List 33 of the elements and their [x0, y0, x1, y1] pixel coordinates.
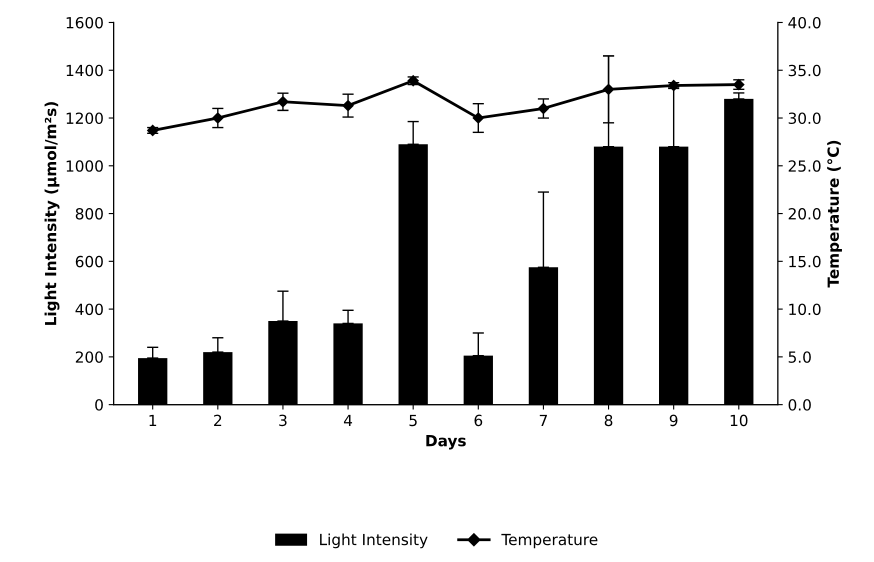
y2-tick-label: 20.0	[788, 208, 821, 220]
x-tick-label: 7	[540, 414, 547, 426]
y2-tick-label: 30.0	[788, 112, 821, 124]
y-tick-label: 1200	[66, 112, 103, 124]
y2-tick-label: 5.0	[788, 351, 811, 363]
x-tick-label: 10	[730, 414, 748, 426]
y2-tick-label: 10.0	[789, 304, 821, 316]
y2-tick-label: 0.0	[788, 399, 811, 411]
y-tick-label: 200	[76, 351, 103, 363]
y2-tick-label: 35.0	[788, 64, 821, 76]
legend-label: Temperature	[501, 534, 598, 548]
y2-tick-label: 40.0	[788, 16, 821, 28]
y-tick-label: 1600	[66, 16, 103, 28]
y-tick-label: 400	[75, 304, 103, 316]
x-tick-label: 2	[214, 414, 222, 426]
y-axis-title: Light Intensity (µmol/m²s)	[44, 102, 60, 325]
x-axis-title: Days	[426, 435, 466, 450]
x-tick-label: 5	[410, 414, 417, 426]
x-tick-label: 8	[604, 414, 612, 426]
y-tick-label: 1000	[66, 160, 103, 172]
x-tick-label: 3	[279, 414, 287, 426]
y-tick-label: 600	[76, 256, 103, 268]
x-tick-label: 4	[344, 414, 352, 426]
y2-axis-title: Temperature (°C)	[827, 140, 842, 288]
x-tick-label: 1	[150, 414, 156, 426]
y2-tick-label: 15.0	[789, 256, 821, 268]
y-tick-label: 0	[95, 399, 103, 411]
x-tick-label: 6	[474, 414, 482, 426]
y2-tick-label: 25.0	[788, 160, 821, 172]
x-tick-label: 9	[670, 414, 678, 426]
legend-label: Light Intensity	[320, 533, 428, 548]
y-tick-label: 1400	[66, 64, 103, 76]
y-tick-label: 800	[76, 208, 103, 220]
